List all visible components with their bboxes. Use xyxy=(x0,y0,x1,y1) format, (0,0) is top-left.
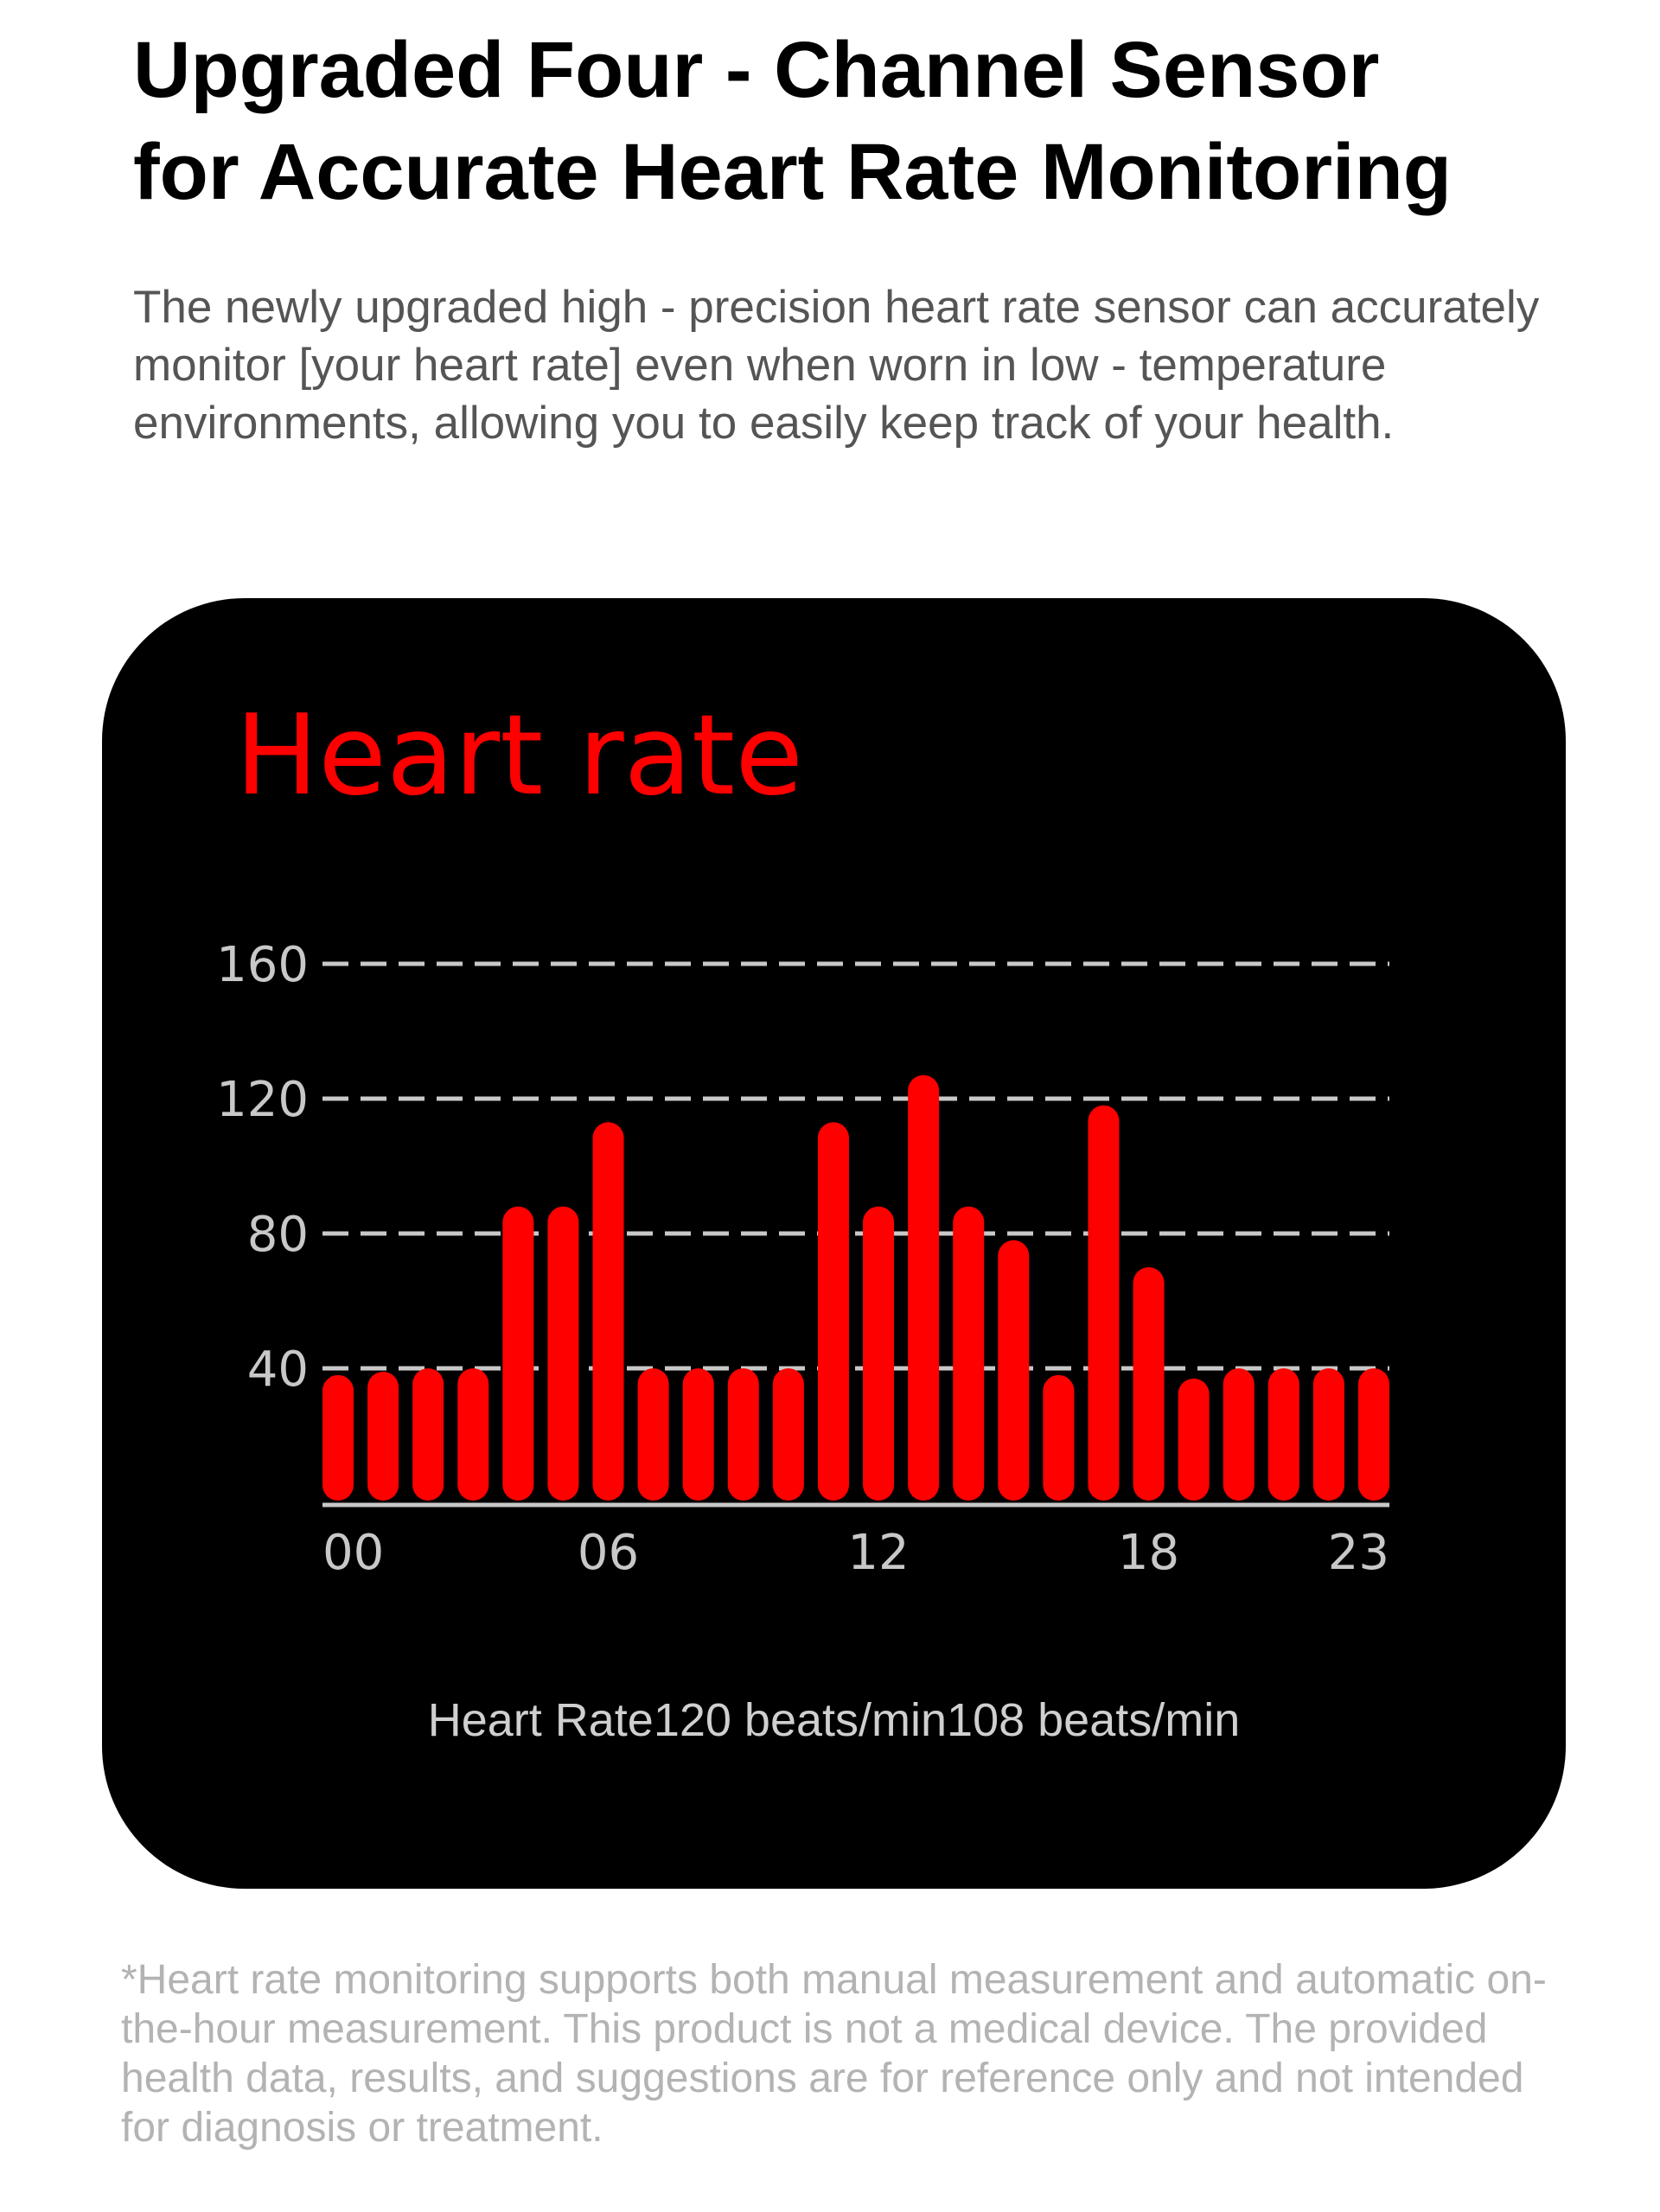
disclaimer-footnote: *Heart rate monitoring supports both man… xyxy=(121,1957,1547,2151)
bar-hour-07 xyxy=(637,1368,669,1501)
description: The newly upgraded high - precision hear… xyxy=(133,282,1540,449)
bar-hour-01 xyxy=(367,1371,399,1501)
y-tick-label: 40 xyxy=(247,1342,309,1398)
y-tick-label: 80 xyxy=(247,1207,309,1263)
bar-hour-05 xyxy=(547,1206,579,1501)
bar-hour-08 xyxy=(682,1368,714,1501)
bar-hour-14 xyxy=(953,1206,985,1501)
bar-hour-22 xyxy=(1312,1368,1344,1501)
x-tick-label: 18 xyxy=(1118,1525,1179,1581)
chart-title: Heart rate xyxy=(235,692,803,820)
bar-hour-04 xyxy=(502,1206,534,1501)
bar-hour-13 xyxy=(908,1074,940,1501)
bar-hour-17 xyxy=(1088,1105,1120,1501)
bar-hour-23 xyxy=(1358,1368,1389,1501)
y-tick-label: 160 xyxy=(216,937,309,993)
bar-hour-15 xyxy=(998,1240,1030,1501)
bar-hour-20 xyxy=(1223,1368,1255,1501)
bar-hour-02 xyxy=(412,1368,444,1501)
bar-hour-03 xyxy=(457,1368,489,1501)
title-line-1: Upgraded Four - Channel Sensor xyxy=(133,26,1380,114)
chart-summary: Heart Rate120 beats/min108 beats/min xyxy=(427,1694,1241,1746)
bar-hour-21 xyxy=(1267,1368,1299,1501)
bar-hour-16 xyxy=(1043,1374,1075,1501)
x-tick-label: 23 xyxy=(1328,1525,1389,1581)
x-tick-label: 06 xyxy=(578,1525,639,1581)
title-line-2: for Accurate Heart Rate Monitoring xyxy=(133,128,1452,216)
bar-hour-18 xyxy=(1133,1267,1165,1501)
x-tick-label: 12 xyxy=(847,1525,909,1581)
y-tick-label: 120 xyxy=(216,1072,309,1128)
bar-hour-00 xyxy=(322,1374,354,1501)
heart-rate-bar-chart: 40 80 120 160 00 06 12 18 23 xyxy=(216,937,1389,1581)
bar-hour-19 xyxy=(1178,1378,1210,1501)
page-title: Upgraded Four - Channel Sensor for Accur… xyxy=(133,19,1452,223)
bar-hour-10 xyxy=(772,1368,804,1501)
x-tick-label: 00 xyxy=(322,1525,384,1581)
bar-hour-06 xyxy=(592,1122,624,1501)
bar-hour-12 xyxy=(863,1206,895,1501)
bar-hour-11 xyxy=(817,1122,849,1501)
bar-hour-09 xyxy=(727,1368,759,1501)
